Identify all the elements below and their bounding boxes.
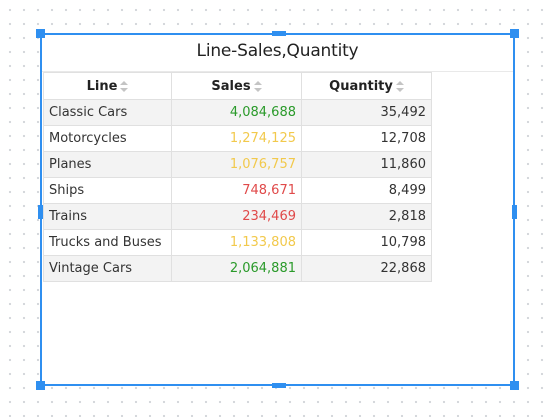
resize-handle-top[interactable] — [272, 31, 286, 36]
table-row: Motorcycles 1,274,125 12,708 — [43, 125, 432, 152]
column-header-label: Line — [86, 78, 118, 94]
cell-sales: 2,064,881 — [171, 255, 302, 282]
cell-quantity: 22,868 — [301, 255, 432, 282]
cell-quantity: 8,499 — [301, 177, 432, 204]
table-row: Ships 748,671 8,499 — [43, 177, 432, 204]
column-header-quantity[interactable]: Quantity — [301, 72, 432, 100]
cell-sales: 1,076,757 — [171, 151, 302, 178]
table-row: Classic Cars 4,084,688 35,492 — [43, 99, 432, 126]
cell-line: Ships — [43, 177, 172, 204]
resize-handle-left[interactable] — [38, 205, 43, 219]
cell-line: Planes — [43, 151, 172, 178]
table-header-row: Line Sales Quantity — [43, 72, 432, 100]
sort-icon[interactable] — [120, 80, 129, 92]
cell-line: Classic Cars — [43, 99, 172, 126]
resize-handle-right[interactable] — [512, 205, 517, 219]
table-row: Trucks and Buses 1,133,808 10,798 — [43, 229, 432, 256]
resize-handle-bottom[interactable] — [272, 383, 286, 388]
cell-line: Motorcycles — [43, 125, 172, 152]
column-header-sales[interactable]: Sales — [171, 72, 302, 100]
cell-sales: 234,469 — [171, 203, 302, 230]
cell-line: Trains — [43, 203, 172, 230]
column-header-label: Quantity — [329, 78, 393, 94]
cell-quantity: 35,492 — [301, 99, 432, 126]
resize-handle-bottom-right[interactable] — [510, 381, 519, 390]
column-header-line[interactable]: Line — [43, 72, 172, 100]
cell-quantity: 11,860 — [301, 151, 432, 178]
cell-quantity: 10,798 — [301, 229, 432, 256]
cell-quantity: 12,708 — [301, 125, 432, 152]
sort-icon[interactable] — [395, 80, 404, 92]
table-row: Vintage Cars 2,064,881 22,868 — [43, 255, 432, 282]
table-row: Trains 234,469 2,818 — [43, 203, 432, 230]
cell-sales: 4,084,688 — [171, 99, 302, 126]
cell-sales: 1,133,808 — [171, 229, 302, 256]
cell-line: Vintage Cars — [43, 255, 172, 282]
cell-sales: 1,274,125 — [171, 125, 302, 152]
table-row: Planes 1,076,757 11,860 — [43, 151, 432, 178]
cell-sales: 748,671 — [171, 177, 302, 204]
sort-icon[interactable] — [253, 80, 262, 92]
resize-handle-top-right[interactable] — [510, 29, 519, 38]
widget-title: Line-Sales,Quantity — [196, 41, 359, 61]
cell-quantity: 2,818 — [301, 203, 432, 230]
title-divider — [42, 71, 513, 72]
table-widget[interactable]: Line-Sales,Quantity Line Sales Quantity … — [36, 29, 519, 390]
resize-handle-bottom-left[interactable] — [36, 381, 45, 390]
cell-line: Trucks and Buses — [43, 229, 172, 256]
resize-handle-top-left[interactable] — [36, 29, 45, 38]
column-header-label: Sales — [211, 78, 251, 94]
data-table: Line Sales Quantity Classic Cars 4,084,6… — [43, 72, 432, 282]
